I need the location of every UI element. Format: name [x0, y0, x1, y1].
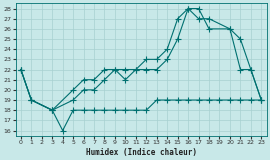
X-axis label: Humidex (Indice chaleur): Humidex (Indice chaleur): [86, 148, 197, 156]
